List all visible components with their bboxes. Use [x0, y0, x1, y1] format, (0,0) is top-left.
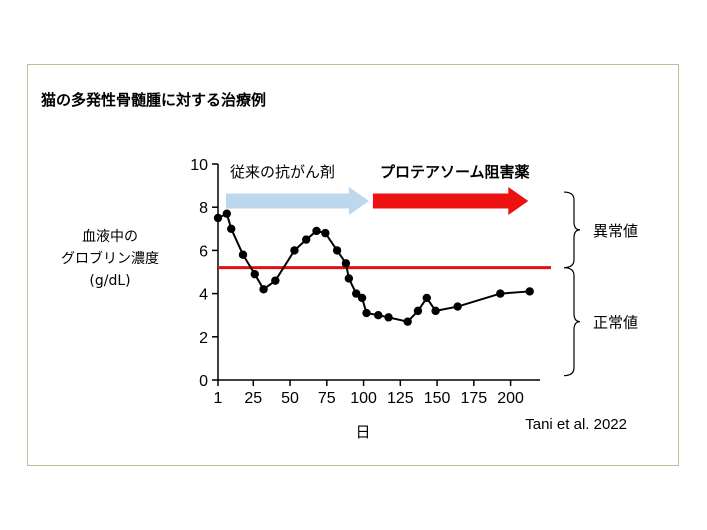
y-tick-label: 10 — [190, 157, 208, 174]
treatment-label: プロテアソーム阻害薬 — [380, 163, 530, 181]
x-tick-label: 175 — [460, 390, 487, 407]
y-axis-label-line-3: (g/dL) — [89, 273, 131, 289]
y-tick-label: 0 — [199, 373, 208, 390]
data-point — [496, 289, 505, 298]
data-point — [431, 306, 440, 316]
citation: Tani et al. 2022 — [525, 416, 627, 433]
data-point — [222, 209, 232, 218]
data-point — [384, 313, 393, 322]
range-label: 正常値 — [593, 314, 638, 332]
treatment-arrows: 従来の抗がん剤 プロテアソーム阻害薬 — [226, 163, 530, 215]
y-tick-label: 8 — [199, 200, 208, 217]
data-point — [332, 246, 342, 255]
x-tick-label: 200 — [497, 390, 524, 407]
data-point — [271, 276, 280, 285]
data-point — [213, 213, 223, 223]
data-point — [453, 302, 462, 311]
x-tick-label: 100 — [350, 390, 377, 407]
treatment-arrow — [372, 187, 529, 215]
range-label: 異常値 — [593, 222, 638, 240]
data-point — [341, 259, 351, 268]
x-tick-label: 75 — [318, 390, 336, 407]
data-point — [250, 269, 259, 279]
figure-title: 猫の多発性骨髄腫に対する治療例 — [41, 91, 267, 109]
y-tick-label: 2 — [199, 330, 208, 347]
x-tick-label: 125 — [387, 390, 414, 407]
data-point — [321, 228, 330, 238]
data-point — [290, 246, 299, 255]
data-point — [357, 293, 367, 303]
data-point — [422, 293, 431, 303]
x-tick-label: 25 — [244, 390, 262, 407]
data-point — [344, 274, 354, 283]
x-tick-label: 150 — [424, 390, 451, 407]
data-point — [352, 289, 361, 298]
data-point — [302, 235, 311, 244]
x-axis-label: 日 — [355, 423, 370, 441]
data-point — [238, 250, 248, 259]
figure-frame — [27, 64, 679, 466]
range-bracket — [563, 191, 581, 269]
y-tick-label: 4 — [199, 287, 208, 304]
y-tick-label: 6 — [199, 243, 208, 260]
y-axis-label-line-2: グロブリン濃度 — [61, 251, 159, 267]
data-point — [413, 306, 423, 316]
x-tick-label: 1 — [214, 390, 223, 407]
series-group — [213, 209, 534, 326]
range-bracket — [563, 267, 581, 377]
data-point — [312, 226, 321, 236]
data-point — [403, 317, 412, 326]
treatment-label: 従来の抗がん剤 — [230, 163, 335, 181]
y-axis-label: 血液中の グロブリン濃度 (g/dL) — [40, 226, 180, 292]
data-point — [374, 311, 383, 320]
x-tick-label: 50 — [281, 390, 299, 407]
y-axis-label-line-1: 血液中の — [82, 229, 138, 245]
data-point — [259, 285, 268, 294]
data-point — [227, 224, 236, 233]
treatment-arrow — [226, 187, 369, 215]
data-point — [525, 287, 534, 296]
data-point — [362, 308, 371, 318]
